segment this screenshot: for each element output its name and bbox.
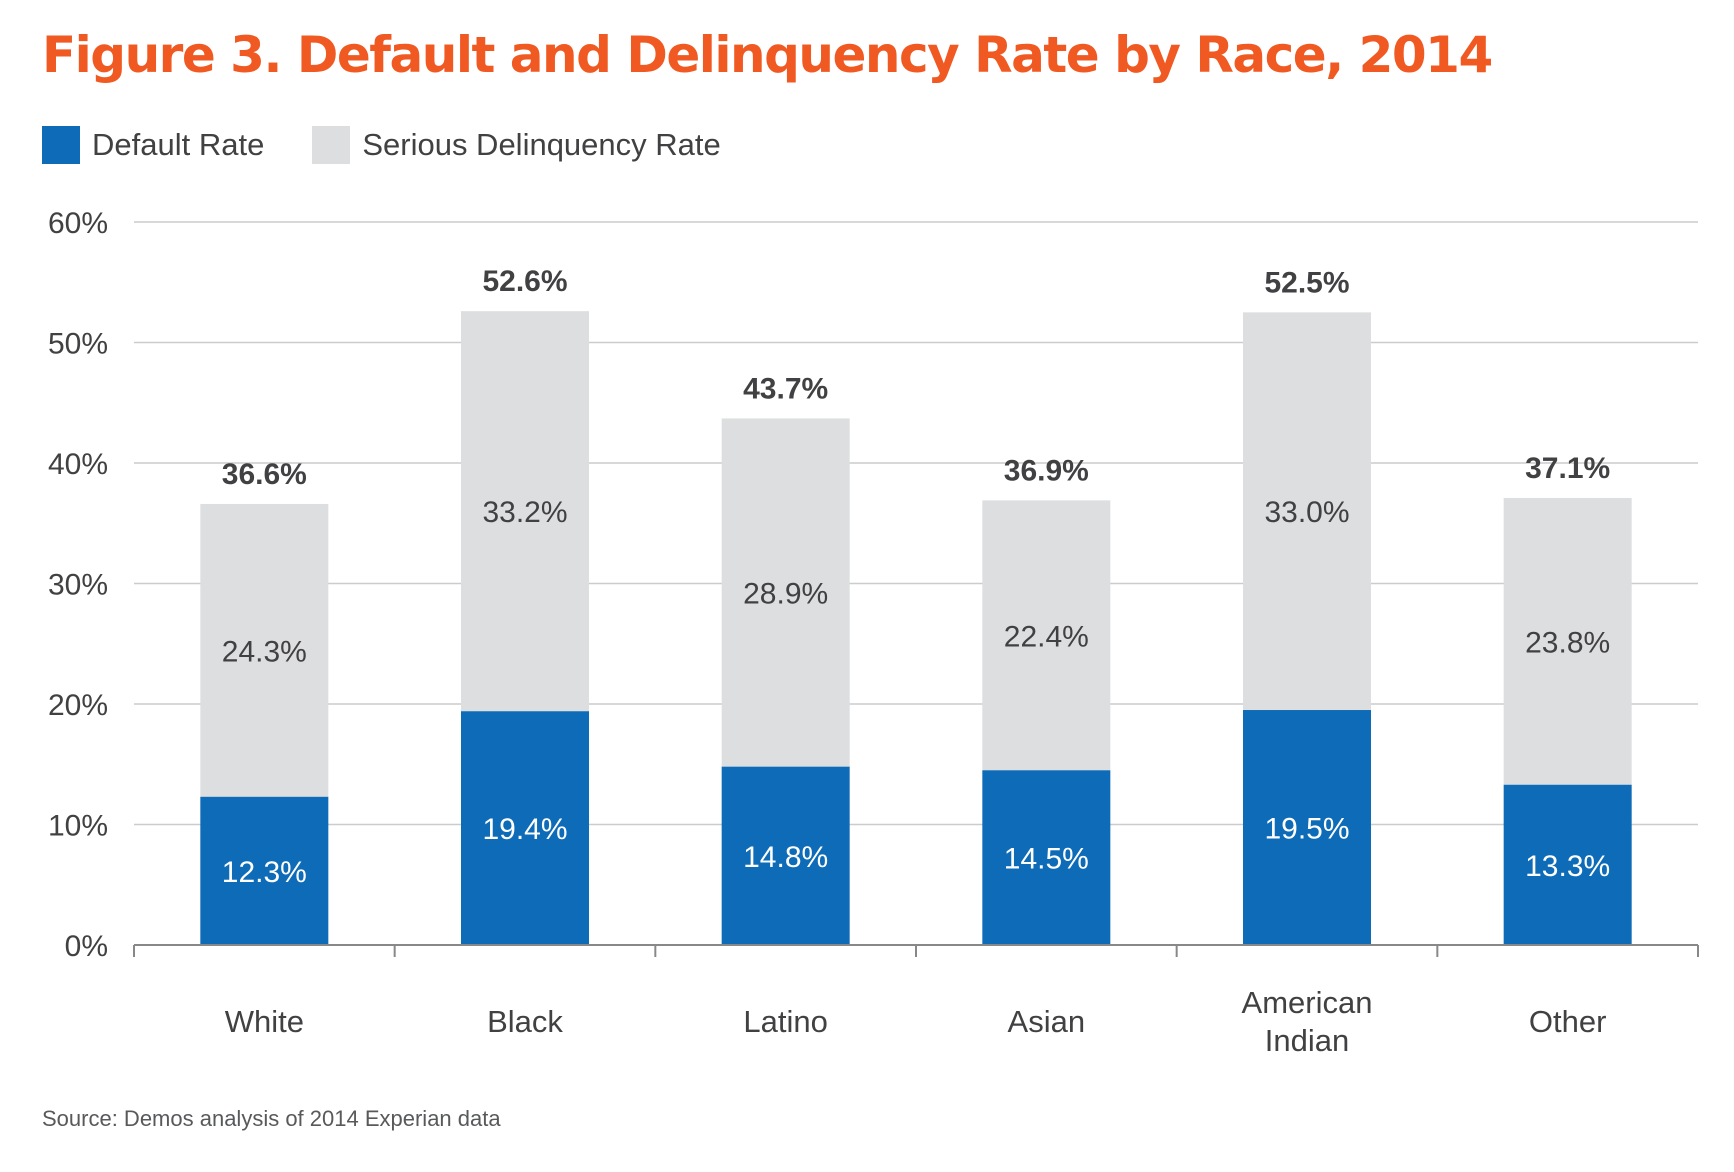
data-label-default-latino: 14.8% xyxy=(743,841,828,874)
bar-default-white xyxy=(200,796,329,945)
data-label-delinquency-black: 33.2% xyxy=(482,496,567,529)
legend-label-serious-delinquency-rate: Serious Delinquency Rate xyxy=(362,127,721,162)
y-axis-tick-labels: 0% 10% 20% 30% 40% 50% 60% xyxy=(48,207,108,963)
x-tick-label-line: Latino xyxy=(743,1004,827,1039)
chart-title: Figure 3. Default and Delinquency Rate b… xyxy=(42,26,1493,84)
legend-swatch-default-rate xyxy=(42,126,80,164)
x-tick-label-latino: Latino xyxy=(743,1004,827,1039)
bar-delinquency-asian xyxy=(982,500,1111,771)
bar-default-other xyxy=(1503,784,1632,945)
bar-default-latino xyxy=(721,766,850,945)
x-axis xyxy=(133,944,1699,957)
bar-delinquency-latino xyxy=(721,418,850,767)
data-label-default-black: 19.4% xyxy=(482,813,567,846)
x-tick-label-line: Indian xyxy=(1265,1023,1349,1058)
data-label-delinquency-asian: 22.4% xyxy=(1004,620,1089,653)
y-tick-label-10: 10% xyxy=(48,810,108,843)
y-tick-label-0: 0% xyxy=(65,930,108,963)
data-label-total-latino: 43.7% xyxy=(743,372,828,405)
x-tick-label-other: Other xyxy=(1529,1004,1607,1039)
legend-label-default-rate: Default Rate xyxy=(92,127,265,162)
y-tick-label-20: 20% xyxy=(48,689,108,722)
legend-item-serious-delinquency-rate: Serious Delinquency Rate xyxy=(312,126,721,164)
bar-delinquency-white xyxy=(200,503,329,797)
bar-delinquency-other xyxy=(1503,497,1632,785)
x-tick-label-line: Asian xyxy=(1008,1004,1086,1039)
x-tick-label-line: Black xyxy=(487,1004,563,1039)
y-tick-label-50: 50% xyxy=(48,328,108,361)
x-tick-label-line: White xyxy=(225,1004,304,1039)
data-labels: 12.3% 24.3% 36.6% 19.4% 33.2% 52.6% 14.8% 28.9%… xyxy=(222,265,1610,889)
data-label-total-other: 37.1% xyxy=(1525,452,1610,485)
legend: Default Rate Serious Delinquency Rate xyxy=(42,126,769,164)
bar-default-black xyxy=(461,711,589,945)
data-label-total-asian: 36.9% xyxy=(1004,454,1089,487)
x-tick-label-white: White xyxy=(225,1004,304,1039)
y-tick-label-60: 60% xyxy=(48,207,108,240)
y-tick-label-40: 40% xyxy=(48,448,108,481)
data-label-default-asian: 14.5% xyxy=(1004,843,1089,876)
data-label-default-other: 13.3% xyxy=(1525,850,1610,883)
data-label-total-white: 36.6% xyxy=(222,458,307,491)
x-tick-label-black: Black xyxy=(487,1004,563,1039)
data-label-total-black: 52.6% xyxy=(482,265,567,298)
data-label-delinquency-latino: 28.9% xyxy=(743,578,828,611)
x-tick-label-american-indian: American Indian xyxy=(1242,985,1373,1058)
data-label-delinquency-white: 24.3% xyxy=(222,635,307,668)
data-label-delinquency-other: 23.8% xyxy=(1525,626,1610,659)
data-label-delinquency-american-indian: 33.0% xyxy=(1264,496,1349,529)
x-tick-label-line: American xyxy=(1242,985,1373,1020)
data-label-default-american-indian: 19.5% xyxy=(1264,813,1349,846)
grid-lines xyxy=(134,221,1698,826)
bar-delinquency-american-indian xyxy=(1243,312,1371,711)
bars xyxy=(200,311,1632,945)
bar-default-american-indian xyxy=(1243,710,1371,945)
x-tick-label-asian: Asian xyxy=(1008,1004,1086,1039)
source-note: Source: Demos analysis of 2014 Experian … xyxy=(42,1106,501,1131)
legend-swatch-serious-delinquency-rate xyxy=(312,126,351,164)
data-label-total-american-indian: 52.5% xyxy=(1264,266,1349,299)
x-axis-category-labels: White Black Latino Asian American Indian Other xyxy=(225,985,1607,1058)
legend-item-default-rate: Default Rate xyxy=(42,126,264,164)
bar-default-asian xyxy=(982,770,1111,945)
bar-delinquency-black xyxy=(461,311,589,712)
y-tick-label-30: 30% xyxy=(48,569,108,602)
x-tick-label-line: Other xyxy=(1529,1004,1607,1039)
data-label-default-white: 12.3% xyxy=(222,856,307,889)
